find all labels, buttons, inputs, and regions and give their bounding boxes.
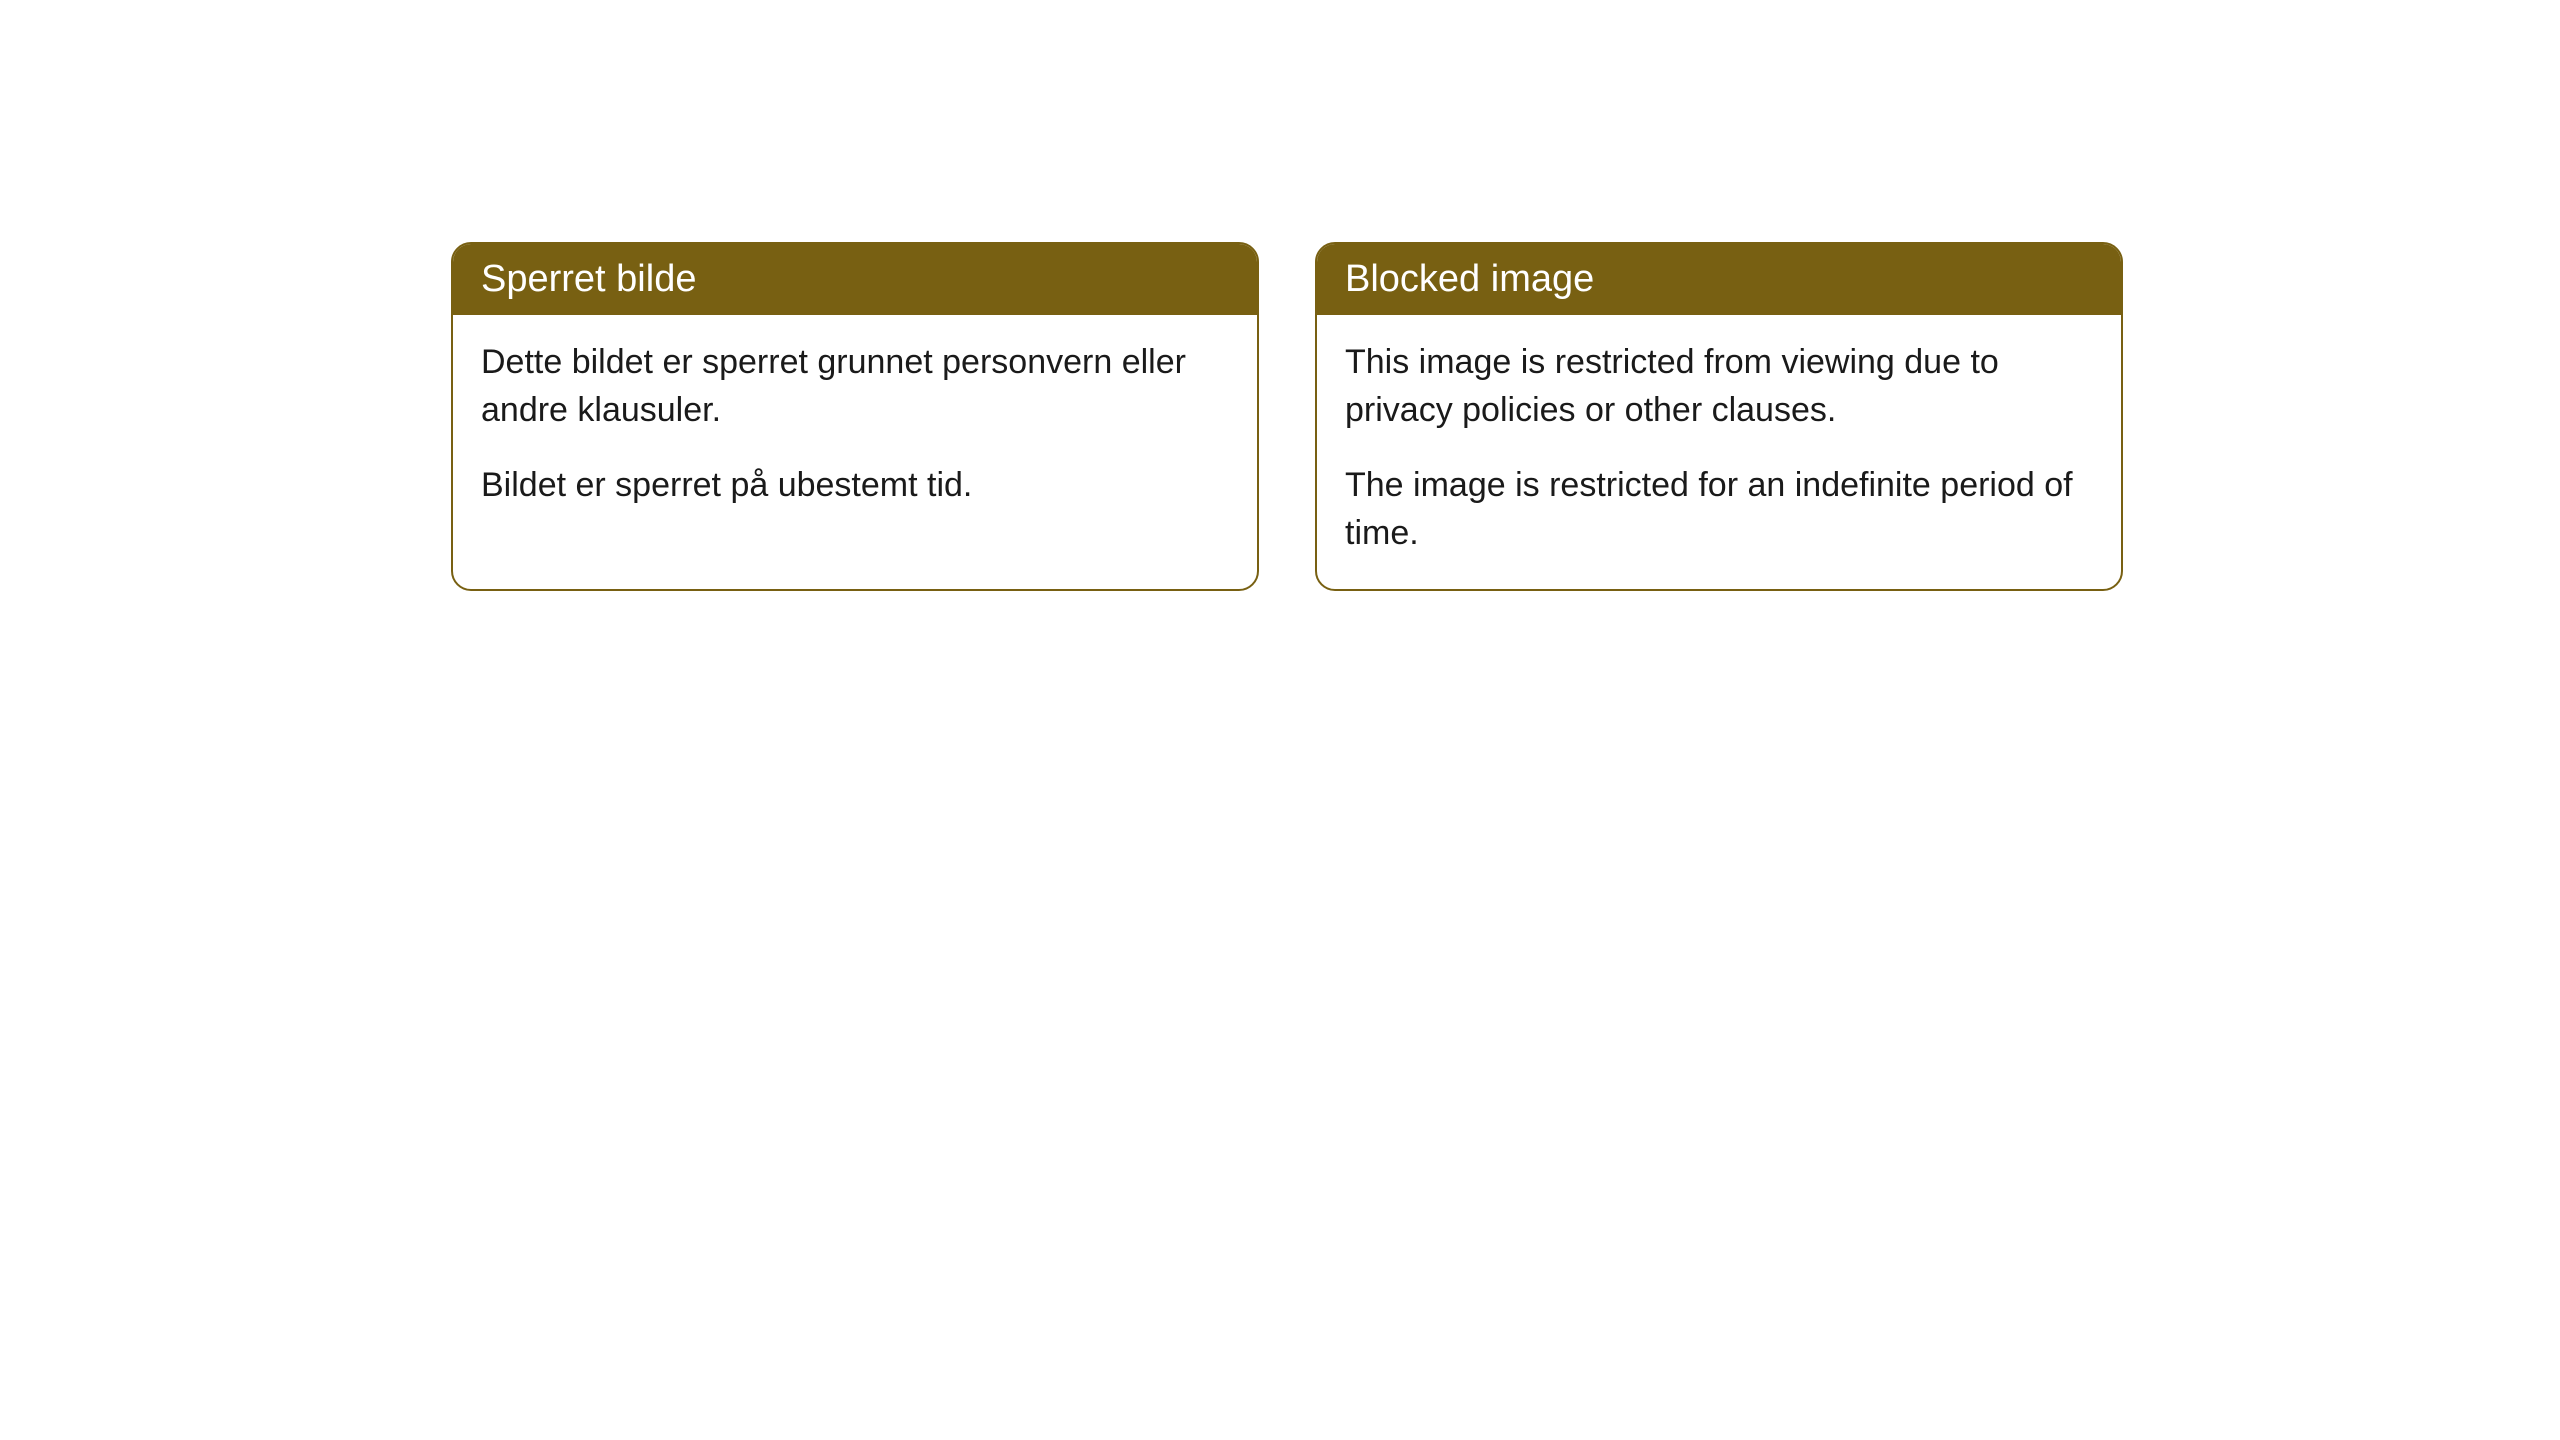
card-title: Blocked image <box>1345 258 1594 300</box>
card-body: This image is restricted from viewing du… <box>1317 315 2121 589</box>
card-paragraph: This image is restricted from viewing du… <box>1345 339 2093 434</box>
card-title: Sperret bilde <box>481 258 696 300</box>
card-header: Blocked image <box>1317 244 2121 315</box>
notice-card-norwegian: Sperret bilde Dette bildet er sperret gr… <box>451 242 1259 591</box>
card-body: Dette bildet er sperret grunnet personve… <box>453 315 1257 542</box>
card-paragraph: Dette bildet er sperret grunnet personve… <box>481 339 1229 434</box>
card-paragraph: The image is restricted for an indefinit… <box>1345 462 2093 557</box>
card-header: Sperret bilde <box>453 244 1257 315</box>
card-paragraph: Bildet er sperret på ubestemt tid. <box>481 462 1229 510</box>
notice-card-english: Blocked image This image is restricted f… <box>1315 242 2123 591</box>
notice-cards-container: Sperret bilde Dette bildet er sperret gr… <box>451 242 2123 591</box>
